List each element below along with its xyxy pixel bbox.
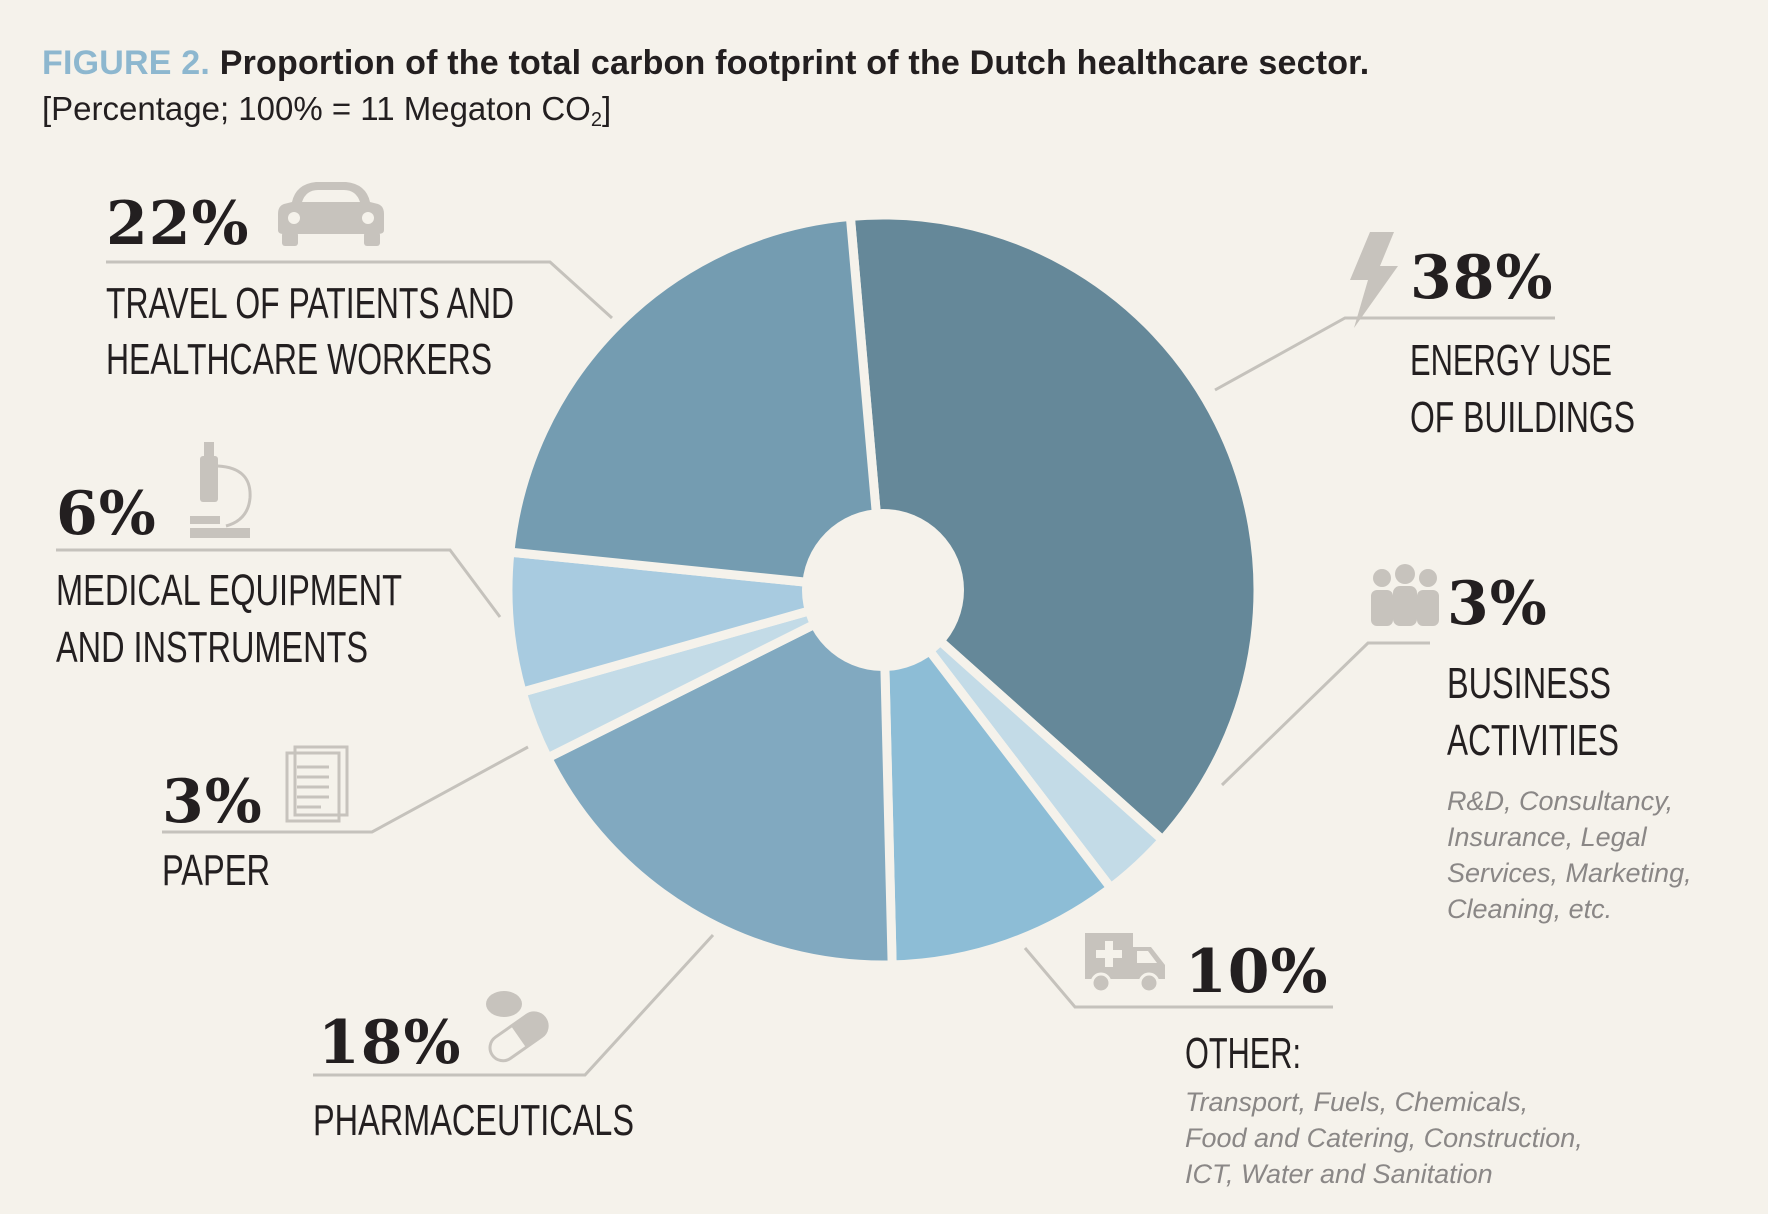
figure-label: FIGURE 2. [42, 44, 211, 82]
description-other-line2: Food and Catering, Construction, [1185, 1123, 1583, 1153]
category-label-travel-line1: TRAVEL OF PATIENTS AND [106, 279, 514, 328]
leader-line-pharma [313, 933, 715, 1077]
percent-label-paper: 3% [162, 767, 263, 837]
figure-subtitle: [Percentage; 100% = 11 Megaton CO2] [42, 90, 611, 132]
subtitle-close: ] [601, 90, 612, 127]
subtitle-text: [Percentage; 100% = 11 Megaton CO [42, 90, 591, 127]
lightning-bolt-icon [1350, 232, 1398, 328]
donut-slice-pharma [543, 585, 897, 970]
category-label-pharma: PHARMACEUTICALS [313, 1096, 634, 1145]
label-pharma: 18% PHARMACEUTICALS [313, 1008, 634, 1145]
figure-title-text: Proportion of the total carbon footprint… [219, 44, 1370, 82]
subtitle-subscript: 2 [590, 109, 602, 131]
category-label-other: OTHER: [1185, 1029, 1301, 1078]
label-travel: 22% TRAVEL OF PATIENTS AND HEALTHCARE WO… [106, 189, 514, 384]
donut-slice-energy [845, 210, 1263, 845]
donut-slices [503, 210, 1263, 970]
description-business-line4: Cleaning, etc. [1447, 894, 1612, 924]
car-icon [278, 182, 384, 246]
percent-label-business: 3% [1447, 569, 1548, 639]
percent-label-energy: 38% [1410, 243, 1554, 313]
description-other-line3: ICT, Water and Sanitation [1185, 1159, 1493, 1189]
microscope-icon [190, 442, 252, 538]
leader-line-other [1023, 947, 1333, 1009]
donut-hole [802, 509, 964, 671]
label-paper: 3% PAPER [162, 767, 270, 895]
percent-label-medical: 6% [56, 479, 157, 549]
figure-title: FIGURE 2. Proportion of the total carbon… [42, 44, 1369, 83]
ambulance-icon [1085, 933, 1165, 994]
category-label-business-line1: BUSINESS [1447, 659, 1611, 708]
label-other: 10% OTHER: Transport, Fuels, Chemicals, … [1185, 937, 1583, 1189]
label-energy: 38% ENERGY USE OF BUILDINGS [1410, 243, 1635, 442]
pills-icon [486, 991, 549, 1063]
category-label-paper: PAPER [162, 846, 270, 895]
category-label-medical-line2: AND INSTRUMENTS [56, 623, 368, 672]
percent-label-travel: 22% [106, 189, 250, 259]
category-label-energy-line1: ENERGY USE [1410, 336, 1612, 385]
donut-slice-other [878, 585, 1116, 970]
percent-label-other: 10% [1185, 937, 1329, 1007]
leader-line-business [1220, 641, 1430, 787]
category-label-travel-line2: HEALTHCARE WORKERS [106, 335, 492, 384]
leader-line-energy [1214, 316, 1555, 392]
category-label-medical-line1: MEDICAL EQUIPMENT [56, 566, 402, 615]
category-label-energy-line2: OF BUILDINGS [1410, 393, 1635, 442]
label-business: 3% BUSINESS ACTIVITIES R&D, Consultancy,… [1447, 569, 1692, 924]
description-business-line3: Services, Marketing, [1447, 858, 1692, 888]
donut-slice-travel [505, 211, 888, 595]
leader-line-travel [106, 260, 614, 320]
description-other-line1: Transport, Fuels, Chemicals, [1185, 1087, 1528, 1117]
description-business-line1: R&D, Consultancy, [1447, 786, 1673, 816]
leader-line-medical [56, 548, 502, 618]
description-business-line2: Insurance, Legal [1447, 822, 1648, 852]
label-medical: 6% MEDICAL EQUIPMENT AND INSTRUMENTS [56, 479, 402, 672]
paper-document-icon [285, 745, 349, 823]
people-group-icon [1371, 564, 1439, 626]
category-label-business-line2: ACTIVITIES [1447, 716, 1619, 765]
percent-label-pharma: 18% [318, 1008, 462, 1078]
leader-line-paper [162, 745, 529, 834]
